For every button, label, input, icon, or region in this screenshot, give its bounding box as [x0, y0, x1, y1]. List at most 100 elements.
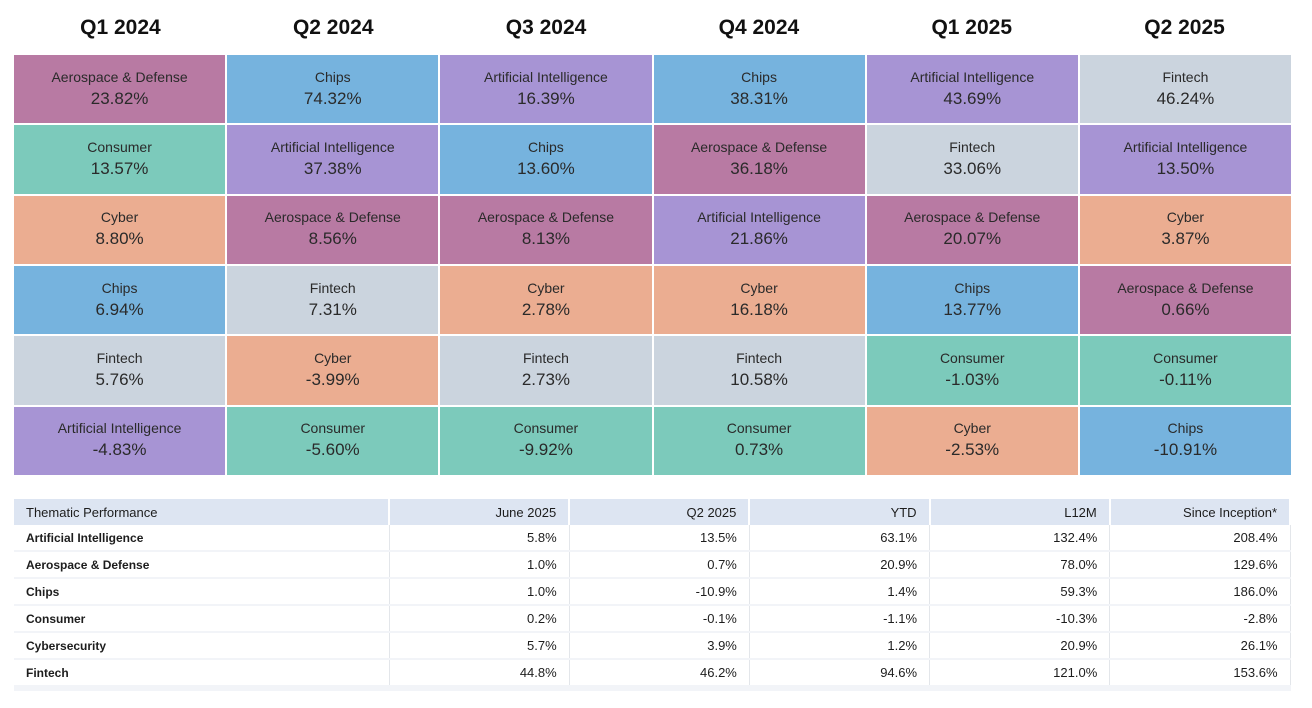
cell-theme-label: Cyber	[100, 209, 139, 226]
table-cell-value: 59.3%	[929, 578, 1111, 606]
cell-theme-label: Cyber	[740, 279, 778, 296]
quarter-heading: Q2 2024	[292, 16, 374, 39]
cell-return-value: 74.32%	[303, 88, 362, 108]
quilt-cell: Cyber -2.53%	[866, 406, 1078, 475]
table-row-theme: Fintech	[14, 659, 390, 687]
quilt-cell: Consumer 13.57%	[14, 125, 226, 194]
quilt-cell: Aerospace & Defense 8.56%	[227, 195, 439, 264]
quarter-heading: Q2 2025	[1144, 16, 1225, 39]
cell-theme-label: Chips	[954, 279, 991, 296]
table-row-theme: Chips	[14, 578, 390, 606]
quarter-header-row: Q1 2024 Q2 2024 Q3 2024 Q4 2024 Q1 2025 Q2 20…	[14, 10, 1291, 46]
cell-return-value: 33.06%	[943, 158, 1002, 178]
cell-return-value: 20.07%	[943, 229, 1002, 249]
table-cell-value: 20.9%	[749, 551, 931, 579]
quilt-cell: Chips 38.31%	[653, 55, 865, 124]
table-cell-value: 186.0%	[1109, 578, 1291, 606]
cell-return-value: -1.03%	[945, 369, 1000, 389]
quilt-cell: Aerospace & Defense 36.18%	[653, 125, 865, 194]
quilt-cell: Fintech 7.31%	[227, 266, 439, 335]
cell-theme-label: Aerospace & Defense	[477, 209, 615, 226]
cell-return-value: -4.83%	[92, 440, 147, 460]
cell-theme-label: Cyber	[1166, 209, 1205, 226]
quilt-cell: Artificial Intelligence 43.69%	[866, 55, 1078, 124]
cell-theme-label: Chips	[741, 68, 777, 85]
cell-return-value: 5.76%	[95, 369, 144, 389]
cell-theme-label: Aerospace & Defense	[1117, 279, 1254, 296]
cell-theme-label: Artificial Intelligence	[910, 68, 1035, 85]
cell-theme-label: Consumer	[939, 349, 1005, 366]
table-cell-value: 94.6%	[749, 659, 931, 687]
cell-return-value: 46.24%	[1156, 88, 1215, 108]
quilt-cell: Chips 74.32%	[227, 55, 439, 124]
cell-theme-label: Fintech	[1162, 68, 1209, 85]
cell-return-value: -5.60%	[305, 440, 360, 460]
cell-theme-label: Fintech	[736, 349, 783, 366]
table-cell-value: 78.0%	[929, 551, 1111, 579]
table-cell-value: 46.2%	[569, 659, 750, 687]
cell-theme-label: Aerospace & Defense	[51, 68, 188, 85]
cell-return-value: 0.73%	[734, 440, 784, 460]
thematic-performance-table-wrap: Thematic Performance June 2025 Q2 2025 YTD L…	[14, 499, 1292, 691]
cell-return-value: 2.78%	[521, 299, 571, 319]
cell-theme-label: Consumer	[726, 420, 792, 437]
table-cell-value: 5.7%	[389, 632, 570, 660]
table-cell-value: -10.9%	[569, 578, 750, 606]
cell-theme-label: Aerospace & Defense	[264, 209, 401, 226]
table-cell-value: 20.9%	[929, 632, 1111, 660]
table-cell-value: 1.0%	[389, 551, 570, 579]
table-row-theme: Cybersecurity	[14, 632, 390, 660]
cell-return-value: -3.99%	[305, 369, 360, 389]
table-cell-value: -10.3%	[929, 605, 1111, 633]
table-column-header: Thematic Performance	[14, 499, 390, 525]
table-row: Cybersecurity 5.7% 3.9% 1.2% 20.9% 26.1%	[14, 632, 1291, 660]
table-row-theme: Consumer	[14, 605, 390, 633]
quilt-cell: Chips 13.60%	[440, 125, 652, 194]
cell-theme-label: Artificial Intelligence	[270, 138, 395, 155]
cell-return-value: 13.60%	[517, 158, 575, 178]
table-row: Consumer 0.2% -0.1% -1.1% -10.3% -2.8%	[14, 605, 1291, 633]
performance-quilt-grid: Aerospace & Defense 23.82% Chips 74.32% Arti…	[14, 55, 1291, 475]
quilt-cell: Chips -10.91%	[1079, 406, 1291, 475]
quarter-heading: Q3 2024	[505, 16, 587, 39]
cell-return-value: 6.94%	[95, 299, 144, 319]
cell-return-value: 13.77%	[943, 299, 1002, 319]
quilt-cell: Aerospace & Defense 0.66%	[1079, 266, 1291, 335]
cell-return-value: -2.53%	[945, 440, 1000, 460]
cell-return-value: 37.38%	[303, 158, 362, 178]
quilt-cell: Cyber 2.78%	[440, 266, 652, 335]
quarter-heading: Q4 2024	[718, 16, 800, 39]
cell-theme-label: Chips	[528, 138, 564, 155]
table-cell-value: 132.4%	[929, 525, 1111, 552]
cell-return-value: 36.18%	[730, 158, 788, 178]
table-cell-value: 129.6%	[1109, 551, 1291, 579]
quilt-cell: Fintech 33.06%	[866, 125, 1078, 194]
cell-theme-label: Artificial Intelligence	[57, 420, 182, 437]
quilt-cell: Aerospace & Defense 23.82%	[14, 55, 226, 124]
cell-theme-label: Fintech	[309, 279, 356, 296]
cell-return-value: 3.87%	[1161, 229, 1210, 249]
quilt-cell: Cyber -3.99%	[227, 336, 439, 405]
cell-theme-label: Chips	[1167, 420, 1204, 437]
quilt-cell: Aerospace & Defense 20.07%	[866, 195, 1078, 264]
quilt-cell: Fintech 2.73%	[440, 336, 652, 405]
table-row: Chips 1.0% -10.9% 1.4% 59.3% 186.0%	[14, 578, 1291, 606]
quilt-cell: Cyber 8.80%	[14, 195, 226, 264]
cell-theme-label: Chips	[101, 279, 138, 296]
quilt-cell: Cyber 3.87%	[1079, 195, 1291, 264]
table-row: Aerospace & Defense 1.0% 0.7% 20.9% 78.0% 129…	[14, 551, 1291, 579]
table-cell-value: 3.9%	[569, 632, 750, 660]
table-column-header: YTD	[749, 499, 931, 525]
table-column-header: June 2025	[389, 499, 571, 525]
quilt-cell: Chips 13.77%	[866, 266, 1078, 335]
table-body: Artificial Intelligence 5.8% 13.5% 63.1% 132…	[14, 525, 1291, 687]
cell-theme-label: Chips	[314, 68, 351, 85]
cell-return-value: 2.73%	[521, 369, 571, 389]
quilt-cell: Artificial Intelligence 16.39%	[440, 55, 652, 124]
cell-theme-label: Artificial Intelligence	[697, 209, 821, 226]
quilt-cell: Cyber 16.18%	[653, 266, 865, 335]
table-cell-value: 1.4%	[749, 578, 931, 606]
table-cell-value: 44.8%	[389, 659, 570, 687]
cell-theme-label: Cyber	[953, 420, 991, 437]
cell-return-value: -9.92%	[518, 440, 573, 460]
